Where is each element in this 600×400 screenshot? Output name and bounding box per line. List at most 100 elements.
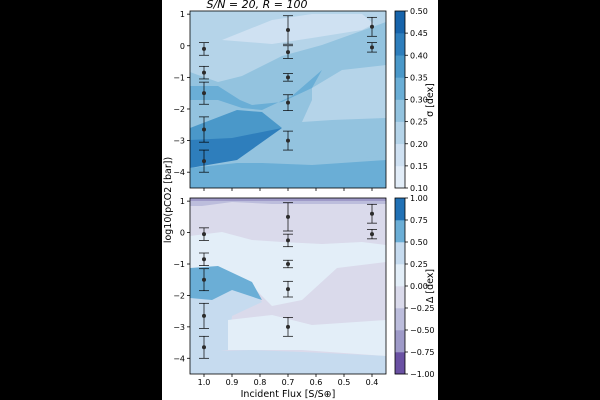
y-tick-label: 0	[180, 42, 185, 51]
colorbar-tick-label: −0.50	[410, 326, 435, 335]
data-point	[286, 324, 290, 329]
colorbar-segment	[395, 99, 405, 122]
data-point	[202, 127, 206, 132]
top-fill-band-b	[222, 14, 374, 44]
bottom-fill-band-c	[190, 232, 386, 306]
y-tick-label: −2	[173, 105, 185, 114]
top-fill-band-e	[190, 110, 282, 146]
data-point	[370, 211, 374, 216]
bottom-fill-band-e	[190, 266, 262, 300]
data-point	[202, 345, 206, 350]
y-tick-label: 1	[180, 197, 185, 206]
x-tick-label: 1.0	[198, 378, 211, 387]
top-x-ticks	[203, 188, 373, 191]
data-point	[286, 27, 290, 32]
bottom-x-ticks: 1.0 0.9 0.8 0.7 0.6 0.5 0.4	[198, 374, 379, 387]
data-point	[370, 24, 374, 29]
colorbar-tick-label: 0.00	[410, 282, 428, 291]
colorbar-segment	[395, 352, 405, 375]
bottom-fill-band-f	[228, 315, 386, 356]
data-point	[202, 70, 206, 75]
top-data-points	[199, 15, 377, 173]
colorbar-tick-label: 0.40	[410, 51, 428, 60]
y-tick-label: −3	[173, 323, 185, 332]
colorbar-tick-label: 0.10	[410, 184, 428, 193]
top-colorbar-ticks: 0.10 0.15 0.20 0.25 0.30 0.35 0.40 0.45 0.50	[405, 7, 428, 193]
x-tick-label: 0.4	[366, 378, 379, 387]
colorbar-tick-label: −0.75	[410, 348, 435, 357]
data-point	[202, 277, 206, 282]
y-tick-label: −1	[173, 73, 185, 82]
data-point	[202, 46, 206, 51]
colorbar-segment	[395, 11, 405, 34]
y-axis-label: log10(pCO2 [bar])	[163, 157, 174, 243]
y-tick-label: −4	[173, 168, 185, 177]
colorbar-segment	[395, 264, 405, 287]
bottom-fill-band-g	[190, 350, 386, 374]
y-tick-label: −2	[173, 291, 185, 300]
colorbar-tick-label: 0.50	[410, 238, 428, 247]
x-tick-label: 0.7	[282, 378, 295, 387]
data-point	[286, 262, 290, 266]
data-point	[286, 214, 290, 219]
colorbar-segment	[395, 286, 405, 309]
top-fill-band-f	[190, 128, 282, 168]
top-fill-band-g	[190, 160, 386, 188]
colorbar-segment	[395, 121, 405, 145]
y-tick-label: 0	[180, 229, 185, 238]
y-tick-label: −4	[173, 354, 185, 363]
data-point	[286, 238, 290, 243]
top-y-ticks: 1 0 −1 −2 −3 −4	[173, 10, 190, 177]
top-colorbar	[394, 10, 406, 189]
data-point	[202, 313, 206, 318]
colorbar-segment	[395, 308, 405, 331]
top-title: S/N = 20, R = 100	[207, 0, 308, 11]
data-point	[202, 91, 206, 96]
bottom-colorbar-label: Δ [dex]	[425, 269, 436, 303]
data-point	[370, 45, 374, 50]
data-point	[286, 100, 290, 105]
colorbar-tick-label: −1.00	[410, 370, 435, 379]
colorbar-segment	[395, 55, 405, 78]
colorbar-tick-label: 0.25	[410, 118, 428, 127]
top-fill-band-h	[302, 65, 386, 122]
colorbar-tick-label: 1.00	[410, 194, 428, 203]
colorbar-tick-label: 0.35	[410, 73, 428, 82]
top-colorbar-label: σ [dex]	[425, 83, 436, 117]
bottom-y-ticks: 1 0 −1 −2 −3 −4	[173, 197, 190, 363]
data-point	[202, 159, 206, 164]
top-fill-band-c	[190, 70, 322, 110]
bottom-colorbar	[394, 197, 406, 375]
colorbar-tick-label: 0.45	[410, 29, 428, 38]
colorbar-segment	[395, 165, 405, 189]
colorbar-segment	[395, 143, 405, 167]
colorbar-tick-label: 0.50	[410, 7, 428, 16]
data-point	[202, 257, 206, 262]
x-tick-label: 0.5	[338, 378, 351, 387]
x-tick-label: 0.9	[226, 378, 239, 387]
y-tick-label: −3	[173, 137, 185, 146]
x-axis-label: Incident Flux [S/S⊕]	[241, 389, 336, 400]
colorbar-tick-label: −0.25	[410, 304, 435, 313]
data-point	[286, 287, 290, 292]
bottom-fill-band-b	[190, 198, 386, 201]
colorbar-segment	[395, 77, 405, 100]
colorbar-segment	[395, 220, 405, 243]
colorbar-tick-label: 0.15	[410, 162, 428, 171]
data-point	[370, 232, 374, 237]
colorbar-segment	[395, 242, 405, 265]
x-tick-label: 0.6	[310, 378, 323, 387]
colorbar-tick-label: 0.25	[410, 260, 428, 269]
colorbar-segment	[395, 330, 405, 353]
colorbar-tick-label: 0.75	[410, 216, 428, 225]
data-point	[286, 50, 290, 55]
figure-canvas: S/N = 20, R = 100 1 0 −1 −2 −3 −4 0.10 0.15 0.2…	[162, 0, 438, 400]
data-point	[286, 75, 290, 80]
data-point	[202, 232, 206, 237]
x-tick-label: 0.8	[254, 378, 267, 387]
colorbar-segment	[395, 198, 405, 221]
data-point	[286, 138, 290, 143]
colorbar-segment	[395, 33, 405, 56]
bottom-colorbar-ticks: −1.00 −0.75 −0.50 −0.25 0.00 0.25 0.50 0.75 1.00	[405, 194, 435, 379]
colorbar-tick-label: 0.30	[410, 96, 428, 105]
